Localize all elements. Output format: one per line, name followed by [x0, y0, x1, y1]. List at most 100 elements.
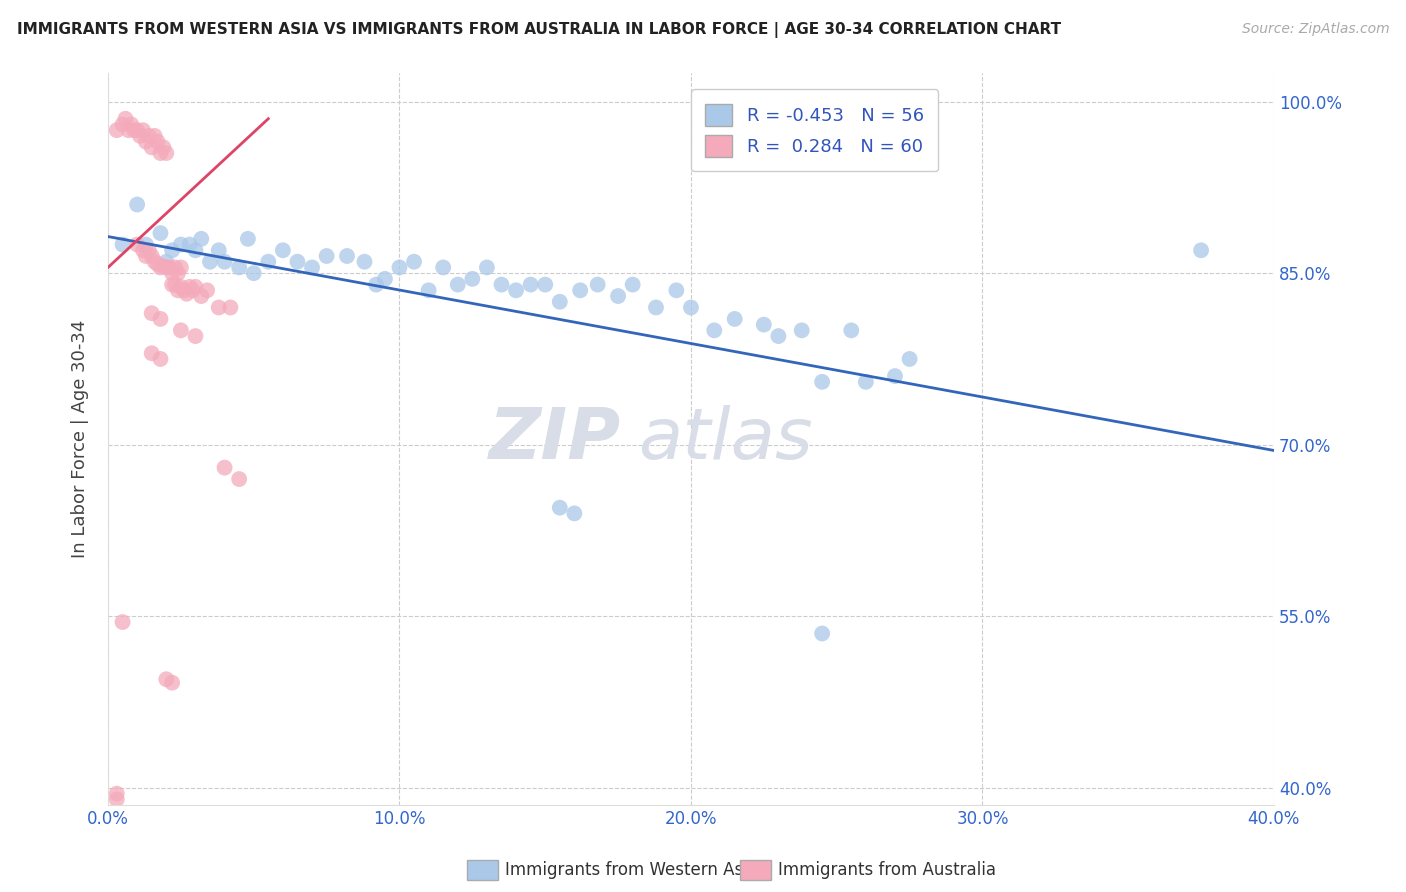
Point: [665, 283, 688, 297]
Point: [811, 626, 834, 640]
Point: [146, 257, 169, 271]
Point: [461, 272, 484, 286]
Point: [141, 249, 163, 263]
Point: [491, 277, 513, 292]
Point: [768, 329, 790, 343]
Point: [149, 312, 172, 326]
Point: [790, 323, 813, 337]
Point: [176, 286, 198, 301]
Point: [236, 232, 259, 246]
Point: [135, 249, 157, 263]
Point: [132, 123, 155, 137]
Point: [564, 507, 586, 521]
Point: [839, 323, 862, 337]
Text: Immigrants from Australia: Immigrants from Australia: [778, 861, 995, 879]
Point: [388, 260, 411, 275]
Point: [105, 792, 128, 806]
Point: [198, 254, 221, 268]
Text: atlas: atlas: [638, 405, 813, 474]
Point: [167, 266, 190, 280]
Point: [534, 277, 557, 292]
Point: [138, 128, 160, 143]
Point: [195, 283, 218, 297]
Point: [160, 244, 183, 258]
Point: [214, 460, 236, 475]
Point: [138, 244, 160, 258]
Point: [117, 123, 139, 137]
Point: [752, 318, 775, 332]
Point: [141, 306, 163, 320]
Point: [219, 301, 242, 315]
Point: [607, 289, 630, 303]
Point: [228, 260, 250, 275]
Point: [163, 260, 186, 275]
Point: [447, 277, 470, 292]
Point: [505, 283, 527, 297]
Point: [149, 351, 172, 366]
Point: [645, 301, 668, 315]
Point: [157, 260, 180, 275]
Point: [884, 369, 907, 384]
Point: [214, 254, 236, 268]
Point: [105, 787, 128, 801]
Point: [143, 128, 166, 143]
Point: [811, 375, 834, 389]
Point: [586, 277, 609, 292]
Point: [353, 254, 375, 268]
Point: [127, 197, 149, 211]
Text: Immigrants from Western Asia: Immigrants from Western Asia: [506, 861, 758, 879]
Point: [724, 312, 747, 326]
Point: [127, 237, 149, 252]
Point: [163, 277, 186, 292]
Point: [135, 135, 157, 149]
Point: [366, 277, 388, 292]
Point: [228, 472, 250, 486]
Point: [105, 123, 128, 137]
Point: [475, 260, 498, 275]
Point: [170, 237, 193, 252]
Point: [703, 323, 725, 337]
Point: [170, 260, 193, 275]
Point: [257, 254, 280, 268]
Y-axis label: In Labor Force | Age 30-34: In Labor Force | Age 30-34: [72, 320, 89, 558]
Point: [432, 260, 454, 275]
Point: [179, 237, 201, 252]
Point: [152, 260, 174, 274]
Point: [141, 140, 163, 154]
Point: [855, 375, 877, 389]
Point: [160, 277, 183, 292]
Point: [519, 277, 541, 292]
Point: [160, 675, 183, 690]
Text: Source: ZipAtlas.com: Source: ZipAtlas.com: [1241, 22, 1389, 37]
Point: [170, 280, 193, 294]
Point: [111, 237, 134, 252]
Point: [190, 289, 212, 303]
Point: [155, 672, 177, 686]
Point: [120, 118, 142, 132]
Point: [548, 294, 571, 309]
Point: [181, 283, 204, 297]
Point: [315, 249, 337, 263]
Point: [336, 249, 359, 263]
Point: [129, 128, 152, 143]
Legend: R = -0.453   N = 56, R =  0.284   N = 60: R = -0.453 N = 56, R = 0.284 N = 60: [690, 89, 938, 171]
Point: [184, 280, 207, 294]
Point: [569, 283, 592, 297]
Point: [173, 283, 195, 297]
Point: [146, 135, 169, 149]
Point: [898, 351, 921, 366]
Point: [242, 266, 264, 280]
Point: [271, 244, 294, 258]
Point: [402, 254, 425, 268]
Point: [184, 244, 207, 258]
Point: [152, 140, 174, 154]
Point: [111, 118, 134, 132]
Point: [122, 123, 145, 137]
Point: [418, 283, 440, 297]
Text: ZIP: ZIP: [489, 405, 621, 474]
Point: [167, 283, 190, 297]
Point: [621, 277, 644, 292]
Point: [132, 244, 155, 258]
Point: [1189, 244, 1212, 258]
Point: [155, 260, 177, 275]
